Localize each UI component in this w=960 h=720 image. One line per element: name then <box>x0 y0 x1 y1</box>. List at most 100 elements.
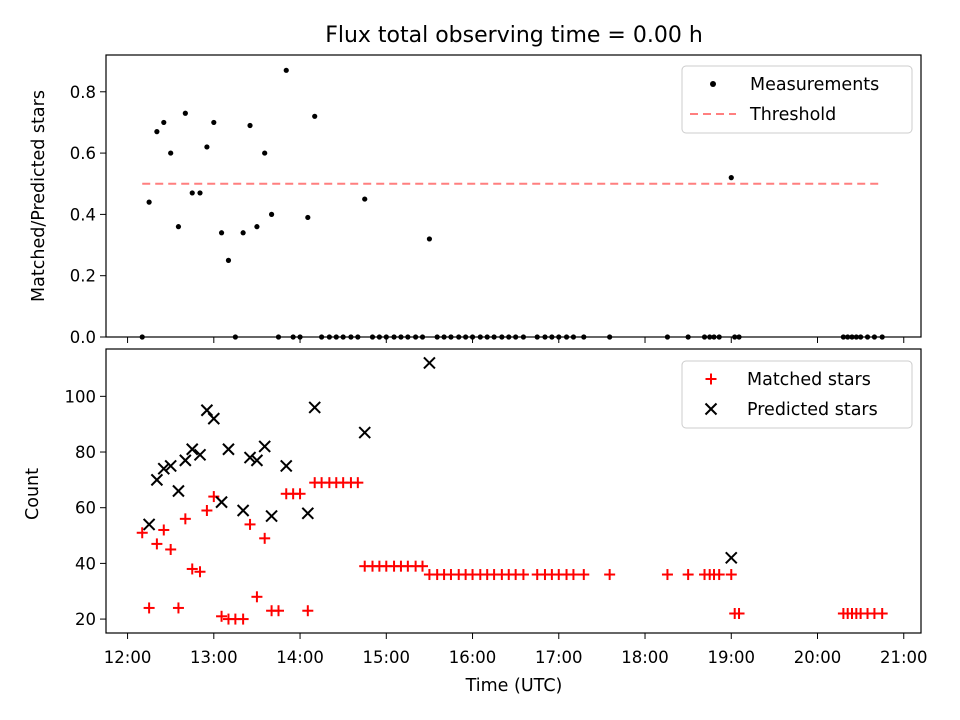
predicted-star-point <box>358 426 371 439</box>
predicted-star-point <box>207 412 221 425</box>
predicted-star-point <box>423 356 436 370</box>
x-tick-label: 12:00 <box>104 648 152 667</box>
predicted-star-point-stroke-b <box>258 440 271 453</box>
matched-star-point <box>172 602 184 614</box>
predicted-star-point <box>150 473 164 487</box>
matched-star-point <box>567 569 579 581</box>
measurement-point <box>448 334 454 340</box>
predicted-star-point-stroke-b <box>164 459 177 473</box>
measurement-point <box>225 257 232 263</box>
measurement-point <box>607 334 613 340</box>
measurement-point <box>549 334 555 340</box>
legend-predicted-glyph-stroke-b <box>704 402 718 416</box>
measurement-point <box>513 334 519 340</box>
matched-star-point <box>517 569 529 581</box>
measurement-point <box>413 334 419 340</box>
matched-star-point <box>272 605 284 617</box>
measurement-point <box>542 334 548 340</box>
bottom-y-tick-label: 20 <box>75 610 96 629</box>
top-y-tick-label: 0.4 <box>70 205 96 224</box>
predicted-star-point <box>236 504 250 517</box>
measurement-point <box>732 334 738 340</box>
x-tick-label: 20:00 <box>794 648 842 667</box>
matched-star-point <box>251 591 263 603</box>
matched-star-point <box>216 610 228 622</box>
measurement-point <box>581 334 587 340</box>
predicted-star-point <box>142 518 156 531</box>
matched-star-point <box>661 569 673 581</box>
predicted-star-point <box>725 551 738 565</box>
measurement-point <box>499 334 505 340</box>
measurement-point <box>534 334 540 340</box>
measurement-point <box>441 334 447 340</box>
measurement-point <box>240 230 246 236</box>
predicted-star-point-stroke-b <box>280 459 293 473</box>
predicted-star-point-stroke-b <box>725 551 738 565</box>
measurement-point <box>348 334 354 340</box>
measurement-point <box>312 113 318 119</box>
bottom-y-tick-label: 100 <box>65 387 97 406</box>
measurement-point <box>175 224 182 230</box>
bottom-y-tick-label: 40 <box>75 554 96 573</box>
top-x-ticks <box>127 337 905 343</box>
predicted-star-point <box>250 454 264 467</box>
measurement-point <box>405 334 411 340</box>
matched-star-point <box>194 566 206 578</box>
x-axis-label: Time (UTC) <box>465 676 563 696</box>
predicted-star-point <box>280 459 293 473</box>
legend-predicted-marker <box>704 402 718 416</box>
legend-predicted-glyph <box>704 402 718 416</box>
x-tick-label: 19:00 <box>707 648 755 667</box>
top-y-tick-label: 0.8 <box>70 83 96 102</box>
chart-title: Flux total observing time = 0.00 h <box>325 23 703 48</box>
measurement-point <box>463 334 469 340</box>
measurement-point <box>477 334 483 340</box>
measurement-point <box>247 122 253 129</box>
bottom-legend-box <box>681 360 913 429</box>
matched-star-point <box>294 488 306 500</box>
measurement-point <box>290 334 296 340</box>
measurement-point <box>254 224 260 230</box>
legend-matched-marker <box>705 373 717 385</box>
measurement-point <box>419 334 426 340</box>
top-panel: 0.00.20.40.60.8 Matched/Predicted stars … <box>29 54 922 347</box>
predicted-star-point <box>301 507 315 520</box>
measurement-point <box>853 334 859 340</box>
x-tick-label: 14:00 <box>276 648 324 667</box>
bottom-x-ticks: 12:00 13:00 14:00 15:00 16:00 17:00 18:00 19:00… <box>104 633 928 667</box>
predicted-star-point <box>308 401 321 414</box>
top-y-axis-label: Matched/Predicted stars <box>29 90 49 302</box>
predicted-star-point-stroke-b <box>179 454 192 467</box>
predicted-star-point-stroke-b <box>358 426 371 439</box>
x-tick-label: 17:00 <box>535 648 583 667</box>
measurement-point <box>849 334 855 340</box>
measurement-point <box>858 334 864 340</box>
measurement-point <box>376 334 382 340</box>
measurement-point <box>139 334 145 340</box>
matched-star-point <box>725 569 737 581</box>
measurement-point <box>262 150 268 156</box>
matched-star-point <box>143 602 155 614</box>
predicted-star-point-stroke-b <box>150 473 164 487</box>
measurement-point <box>871 334 878 340</box>
measurement-point <box>707 334 713 340</box>
measurement-point <box>520 334 527 340</box>
measurement-point <box>168 150 174 156</box>
top-y-tick-label: 0.2 <box>70 267 96 286</box>
predicted-star-point-stroke-b <box>207 412 221 425</box>
matched-star-point <box>165 543 177 555</box>
measurement-point <box>218 230 225 236</box>
measurement-point <box>211 119 217 126</box>
measurement-point <box>426 236 433 242</box>
measurement-point <box>232 334 238 340</box>
bottom-plot-frame <box>105 348 922 634</box>
measurement-point <box>398 334 404 340</box>
measurement-point <box>711 334 717 340</box>
bottom-panel: 20 40 60 80 100 12:00 13:00 14:00 15:00 16:00 17:… <box>23 348 928 696</box>
predicted-star-point <box>164 459 177 473</box>
predicted-star-point-stroke-b <box>236 504 250 517</box>
measurement-point <box>189 190 195 196</box>
predicted-star-point <box>179 454 192 467</box>
predicted-star-point <box>193 448 207 462</box>
